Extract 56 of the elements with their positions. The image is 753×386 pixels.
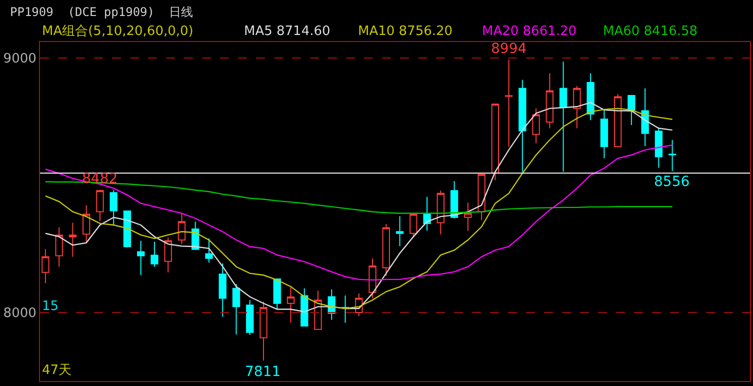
candlestick <box>300 288 308 327</box>
annotation: 8556 <box>654 174 690 190</box>
candlestick <box>232 284 240 335</box>
candlestick <box>559 61 568 172</box>
candlestick <box>82 204 90 244</box>
candlestick <box>68 222 77 258</box>
candlestick <box>260 301 268 362</box>
candlestick <box>42 248 50 284</box>
candlestick <box>600 109 608 159</box>
candlestick <box>382 223 390 277</box>
candlestick <box>628 94 636 126</box>
text: MA10 8756.20 <box>358 24 453 39</box>
text: MA组合(5,10,20,60,0,0) <box>42 24 194 39</box>
annotation: 7811 <box>245 364 281 380</box>
candlestick <box>273 278 281 310</box>
candlestick <box>396 216 404 247</box>
candlestick <box>123 210 132 248</box>
candlestick <box>641 88 649 147</box>
candlestick <box>491 104 499 181</box>
annotation: 8994 <box>491 41 527 57</box>
candlestick <box>464 202 472 232</box>
candlestick <box>150 241 158 268</box>
candlestick <box>573 86 581 129</box>
y-tick-label: 8000 <box>3 306 36 322</box>
y-tick-label: 9000 <box>3 52 36 67</box>
candlestick <box>137 240 145 276</box>
text: MA20 8661.20 <box>482 24 577 39</box>
candlestick <box>410 212 418 238</box>
candlestick <box>368 258 376 299</box>
candlestick <box>423 196 431 232</box>
candlestick <box>205 238 213 264</box>
candlestick <box>586 72 594 121</box>
candlestick <box>532 108 540 144</box>
candlestick <box>504 59 513 148</box>
text: MA5 8714.60 <box>244 24 330 39</box>
candlestick <box>178 212 186 245</box>
candlestick <box>246 300 254 336</box>
candlestick <box>668 139 676 172</box>
candlestick <box>478 174 486 221</box>
annotation: 15 <box>42 299 59 314</box>
candlestick <box>286 286 295 324</box>
candlestick <box>341 294 350 324</box>
candlestick <box>450 180 458 219</box>
annotation: 47天 <box>42 363 72 378</box>
text: MA60 8416.58 <box>603 24 698 39</box>
candlestick <box>614 94 622 148</box>
candlestick <box>546 72 554 129</box>
candlestick <box>218 262 226 318</box>
candlestick <box>654 127 663 168</box>
candlestick <box>436 190 444 235</box>
candlestick <box>164 236 172 273</box>
chart-title: PP1909 (DCE pp1909) 日线 <box>10 5 193 19</box>
candlestick <box>518 79 526 172</box>
candlestick <box>96 189 104 222</box>
candlestick <box>55 226 63 268</box>
candlestick <box>110 190 118 226</box>
